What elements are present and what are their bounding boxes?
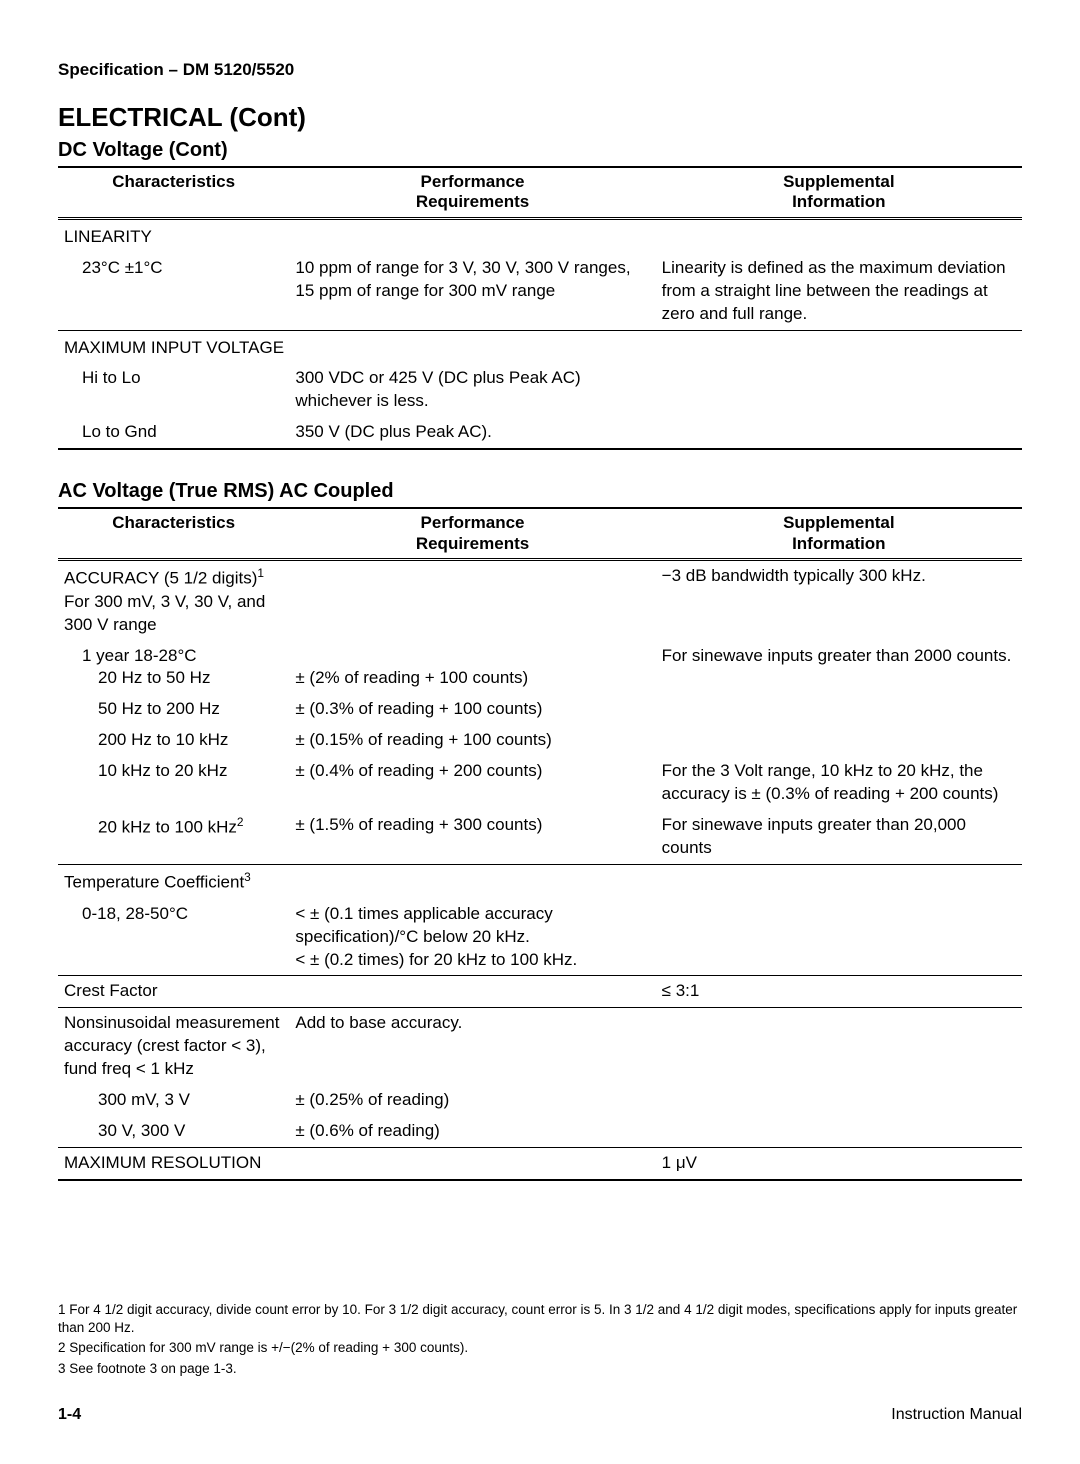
acc-r2-c: 50 Hz to 200 Hz	[58, 694, 289, 725]
main-heading: ELECTRICAL (Cont)	[58, 102, 1022, 133]
acc-r3-p: ± (0.15% of reading + 100 counts)	[289, 725, 655, 756]
maxres-label: MAXIMUM RESOLUTION	[58, 1148, 656, 1180]
nonsin-r1-p: ± (0.25% of reading)	[289, 1085, 655, 1116]
page-number: 1-4	[58, 1406, 81, 1424]
th2-supplemental: Supplemental Information	[656, 508, 1022, 559]
acc-r5-s: For sinewave inputs greater than 20,000 …	[656, 810, 1022, 864]
acc-r1-p: ± (2% of reading + 100 counts)	[289, 641, 655, 695]
maxinput-label: MAXIMUM INPUT VOLTAGE	[58, 330, 1022, 363]
linearity-temp: 23°C ±1°C	[58, 253, 289, 330]
footer: 1-4 Instruction Manual	[58, 1406, 1022, 1424]
th2-performance: Performance Requirements	[289, 508, 655, 559]
footnote-1: 1 For 4 1/2 digit accuracy, divide count…	[58, 1301, 1022, 1337]
accuracy-label-b: For 300 mV, 3 V, 30 V, and 300 V range	[64, 592, 265, 634]
accuracy-label-a: ACCURACY (5 1/2 digits)	[64, 569, 257, 588]
dc-sub-heading: DC Voltage (Cont)	[58, 139, 1022, 162]
lotognd-label: Lo to Gnd	[58, 417, 289, 449]
acc-r5-c-text: 20 kHz to 100 kHz	[98, 818, 237, 837]
crest-supp: ≤ 3:1	[656, 976, 1022, 1008]
footnotes: 1 For 4 1/2 digit accuracy, divide count…	[58, 1301, 1022, 1378]
nonsin-label: Nonsinusoidal measurement accuracy (cres…	[58, 1008, 289, 1085]
dc-voltage-table: Characteristics Performance Requirements…	[58, 166, 1022, 450]
linearity-supp: Linearity is defined as the maximum devi…	[656, 253, 1022, 330]
hitolo-label: Hi to Lo	[58, 363, 289, 417]
nonsin-r2-p: ± (0.6% of reading)	[289, 1116, 655, 1147]
accuracy-label: ACCURACY (5 1/2 digits)1 For 300 mV, 3 V…	[58, 560, 289, 641]
page: Specification – DM 5120/5520 ELECTRICAL …	[0, 0, 1080, 1464]
th-supplemental: Supplemental Information	[656, 167, 1022, 218]
hitolo-perf: 300 VDC or 425 V (DC plus Peak AC) which…	[289, 363, 655, 417]
footnote-3: 3 See footnote 3 on page 1-3.	[58, 1360, 1022, 1378]
th2-characteristics: Characteristics	[58, 508, 289, 559]
acc-r4-s: For the 3 Volt range, 10 kHz to 20 kHz, …	[656, 756, 1022, 810]
acc-year: 1 year 18-28°C 20 Hz to 50 Hz	[58, 641, 289, 695]
maxres-supp: 1 μV	[656, 1148, 1022, 1180]
acc-r4-c: 10 kHz to 20 kHz	[58, 756, 289, 810]
th2-supp-a: Supplemental	[783, 513, 894, 532]
lotognd-perf: 350 V (DC plus Peak AC).	[289, 417, 655, 449]
accuracy-supp-top: −3 dB bandwidth typically 300 kHz.	[656, 560, 1022, 641]
footnote-2: 2 Specification for 300 mV range is +/−(…	[58, 1339, 1022, 1357]
tempcoef-perf: < ± (0.1 times applicable accuracy speci…	[289, 899, 655, 976]
crest-label: Crest Factor	[58, 976, 289, 1008]
acc-r1-s: For sinewave inputs greater than 2000 co…	[656, 641, 1022, 695]
th-perf-b: Requirements	[416, 192, 529, 211]
manual-label: Instruction Manual	[891, 1406, 1022, 1424]
acc-year-text: 1 year 18-28°C	[82, 646, 197, 665]
tempcoef-label-text: Temperature Coefficient	[64, 873, 244, 892]
th-supp-a: Supplemental	[783, 172, 894, 191]
acc-r5-c: 20 kHz to 100 kHz2	[58, 810, 289, 864]
spec-header: Specification – DM 5120/5520	[58, 60, 1022, 80]
th-perf-a: Performance	[421, 172, 525, 191]
acc-r3-c: 200 Hz to 10 kHz	[58, 725, 289, 756]
ac-voltage-table: Characteristics Performance Requirements…	[58, 507, 1022, 1181]
th-characteristics: Characteristics	[58, 167, 289, 218]
acc-r5-p: ± (1.5% of reading + 300 counts)	[289, 810, 655, 864]
th2-perf-a: Performance	[421, 513, 525, 532]
th2-supp-b: Information	[792, 534, 886, 553]
nonsin-r1-c: 300 mV, 3 V	[58, 1085, 289, 1116]
tempcoef-range: 0-18, 28-50°C	[58, 899, 289, 976]
th2-perf-b: Requirements	[416, 534, 529, 553]
ac-sub-heading: AC Voltage (True RMS) AC Coupled	[58, 480, 1022, 503]
acc-r4-p: ± (0.4% of reading + 200 counts)	[289, 756, 655, 810]
tempcoef-label: Temperature Coefficient3	[58, 865, 1022, 899]
nonsin-r2-c: 30 V, 300 V	[58, 1116, 289, 1147]
acc-r2-p: ± (0.3% of reading + 100 counts)	[289, 694, 655, 725]
th-performance: Performance Requirements	[289, 167, 655, 218]
linearity-perf: 10 ppm of range for 3 V, 30 V, 300 V ran…	[289, 253, 655, 330]
acc-r1-c: 20 Hz to 50 Hz	[82, 668, 210, 687]
nonsin-perf: Add to base accuracy.	[289, 1008, 655, 1085]
th-supp-b: Information	[792, 192, 886, 211]
linearity-label: LINEARITY	[58, 218, 289, 252]
